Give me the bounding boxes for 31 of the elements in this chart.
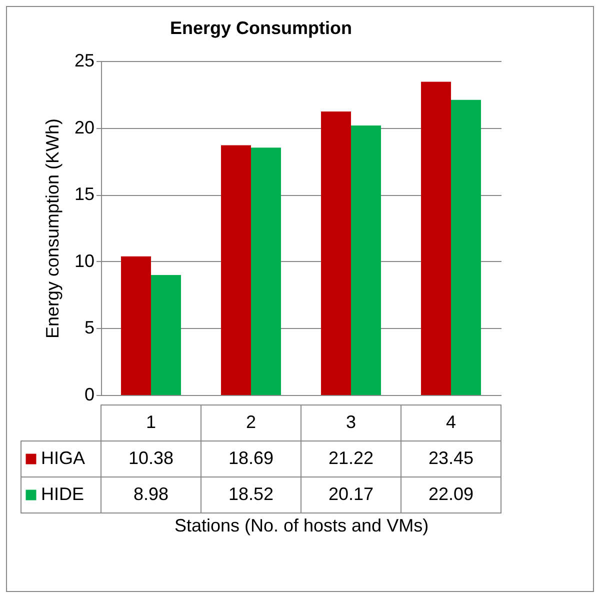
- bar: [121, 256, 151, 395]
- y-tick-label: 15: [74, 184, 94, 204]
- y-tick-label: 25: [74, 50, 94, 70]
- chart-title: Energy Consumption: [170, 18, 352, 38]
- bar: [421, 82, 451, 395]
- bar: [351, 126, 381, 395]
- legend-label: HIGA: [41, 448, 86, 468]
- y-tick-label: 10: [74, 250, 94, 271]
- y-tick-label: 20: [74, 117, 94, 138]
- x-axis-title: Stations (No. of hosts and VMs): [174, 516, 429, 536]
- x-tick-label: 2: [246, 412, 256, 432]
- data-label: 18.69: [228, 448, 274, 468]
- x-tick-label: 1: [146, 412, 156, 432]
- data-label: 20.17: [328, 484, 374, 504]
- data-label: 22.09: [428, 484, 474, 504]
- bar: [321, 112, 351, 395]
- data-label: 18.52: [228, 484, 274, 504]
- data-label: 8.98: [133, 484, 169, 504]
- legend-label: HIDE: [41, 484, 84, 504]
- bar: [451, 100, 481, 395]
- y-axis-title: Energy consumption (KWh): [42, 118, 62, 339]
- data-label: 10.38: [128, 448, 174, 468]
- x-tick-label: 4: [446, 412, 456, 432]
- y-tick-label: 0: [84, 384, 94, 404]
- y-tick-label: 5: [84, 318, 94, 338]
- bar: [151, 275, 181, 395]
- data-label: 23.45: [428, 448, 474, 468]
- bar: [221, 145, 251, 395]
- x-tick-label: 3: [346, 412, 356, 432]
- bar: [251, 148, 281, 395]
- data-label: 21.22: [328, 448, 374, 468]
